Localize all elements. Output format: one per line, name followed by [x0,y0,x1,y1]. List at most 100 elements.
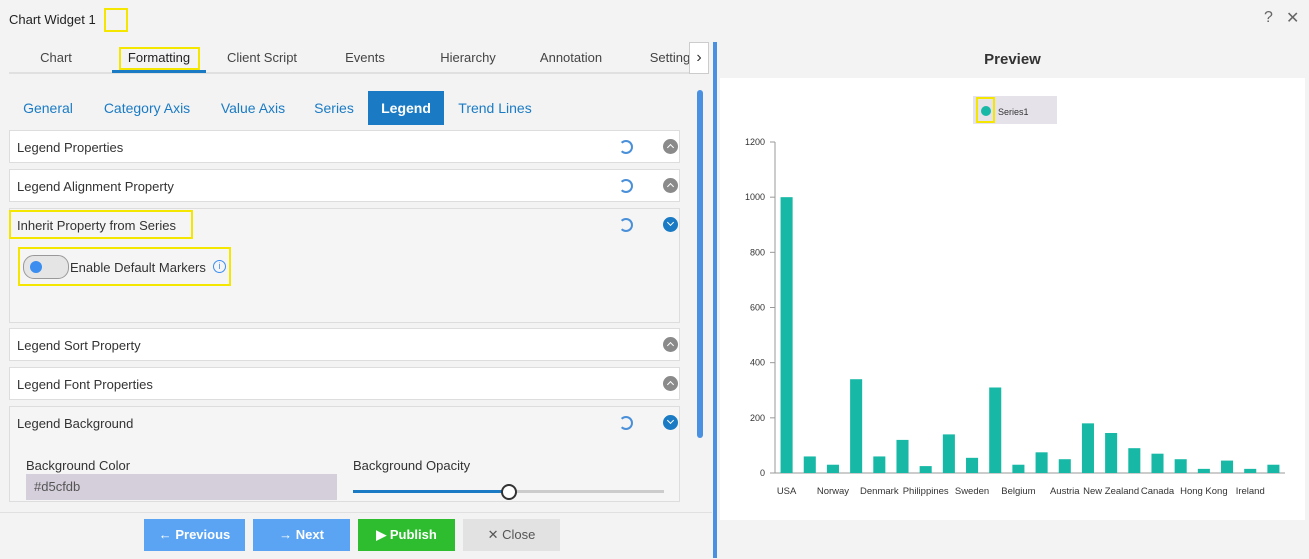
x-tick-label: Ireland [1236,486,1265,497]
bar [1174,459,1187,473]
highlight [9,210,193,239]
x-tick-label: Philippines [903,486,949,497]
bar [780,197,793,473]
x-tick-label: Hong Kong [1180,486,1228,497]
bar [1035,452,1048,473]
color-input[interactable]: #d5cfdb [26,474,337,500]
section-title: Legend Properties [17,140,124,155]
section[interactable]: Inherit Property from Series [9,208,680,323]
section[interactable]: Legend Alignment Property [9,169,680,202]
legend-label: Series1 [998,107,1029,117]
x-tick-label: Canada [1141,486,1175,497]
edit-icon[interactable] [104,8,128,32]
section[interactable]: Legend Properties [9,130,680,163]
section[interactable]: Legend Background [9,406,680,502]
bar [1267,464,1280,473]
tab-scroll[interactable]: › [689,42,709,74]
button-label: Publish [389,527,437,542]
button[interactable]: → Next [253,519,350,551]
bar [1151,453,1164,473]
subtab[interactable]: Series [314,100,354,116]
slider-thumb[interactable] [501,484,517,500]
subtab-active [368,91,444,125]
highlight [18,247,231,286]
y-tick-label: 600 [750,303,765,313]
subtab[interactable]: Trend Lines [458,100,532,116]
bar [1012,464,1025,473]
section-title: Legend Sort Property [17,338,141,353]
y-tick-label: 1000 [745,192,765,202]
x-tick-label: Sweden [955,486,989,497]
tab[interactable]: Annotation [539,50,603,65]
bar [919,466,932,473]
x-tick-label: Austria [1050,486,1080,497]
bar [1105,433,1118,473]
button[interactable]: ▶ Publish [358,519,455,551]
section-title: Legend Background [17,416,134,431]
tab-underline [112,70,206,73]
tab[interactable]: Chart [40,50,72,65]
scrollbar[interactable] [697,90,703,438]
section[interactable]: Legend Font Properties [9,367,680,400]
bar [1081,423,1094,473]
subtab[interactable]: General [23,100,73,116]
widget-title: Chart Widget 1 [9,12,96,27]
y-tick-label: 1200 [745,137,765,147]
bar [1244,468,1257,473]
x-tick-label: Belgium [1001,486,1035,497]
section-title: Inherit Property from Series [17,218,176,233]
close-icon[interactable]: ✕ [1286,10,1300,27]
button[interactable]: ✕ Close [463,519,560,551]
subtab[interactable]: Category Axis [103,100,191,116]
tab[interactable]: Client Script [226,50,298,65]
x-tick-label: Denmark [860,486,899,497]
section[interactable]: Legend Sort Property [9,328,680,361]
y-tick-label: 200 [750,413,765,423]
x-tick-label: USA [777,486,797,497]
footer [0,512,712,559]
bar [1221,460,1234,473]
help-icon[interactable]: ? [1264,9,1273,26]
section-title: Legend Alignment Property [17,179,174,194]
subtab[interactable]: Legend [381,100,431,116]
bar [942,434,955,473]
tab[interactable]: Setting [649,50,691,65]
chart: 0 200 400 600 800 1000 1200 USA Norway Denmark Phi… [720,78,1305,520]
button[interactable]: ← Previous [144,519,245,551]
tab[interactable]: Events [345,50,385,65]
field-label: Background Color [26,458,131,473]
bar [1128,448,1141,473]
bar [803,456,816,473]
highlight [119,47,200,70]
x-tick-label: New Zealand [1083,486,1139,497]
button-label: Next [295,527,324,542]
bar [1197,468,1210,473]
field-label: Background Opacity [353,458,471,473]
subtab[interactable]: Value Axis [220,100,286,116]
tab[interactable]: Formatting [127,50,191,65]
bar [850,379,863,473]
tab-rule [9,72,689,74]
legend-marker [981,106,991,116]
toggle-label: Enable Default Markers [70,260,206,275]
info-icon[interactable]: i [213,260,226,273]
x-tick-label: Norway [817,486,849,497]
preview-title: Preview [720,42,1305,78]
splitter[interactable] [713,42,717,558]
bar [1058,459,1071,473]
bar [826,464,839,473]
bar [873,456,886,473]
section-title: Legend Font Properties [17,377,153,392]
bar [966,457,979,473]
header [0,0,1309,36]
toggle[interactable] [23,255,69,279]
button-label: Previous [175,527,231,542]
highlight [976,97,995,123]
bar [896,439,909,473]
tab[interactable]: Hierarchy [440,50,496,65]
y-tick-label: 800 [750,247,765,257]
bar [989,387,1002,473]
y-tick-label: 0 [760,468,765,478]
button-label: Close [502,527,536,542]
